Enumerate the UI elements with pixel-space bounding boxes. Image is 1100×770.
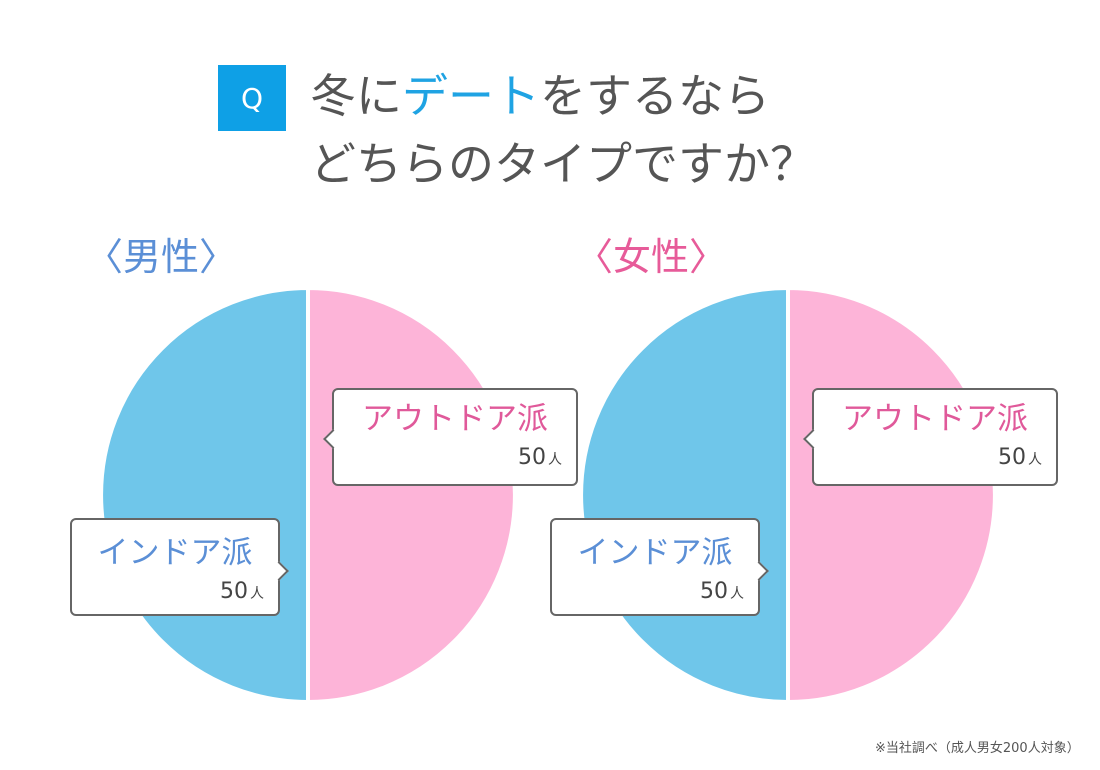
value-male-indoor-number: 50 xyxy=(220,579,248,604)
chart-title-male: 〈男性〉 xyxy=(85,235,238,279)
value-female-outdoor: 50 人 xyxy=(998,444,1042,474)
value-unit: 人 xyxy=(548,452,562,468)
value-female-indoor-number: 50 xyxy=(700,579,728,604)
pie-slice-male-indoor xyxy=(99,285,310,705)
callout-male-outdoor: アウトドア派 50 人 xyxy=(323,388,578,486)
value-unit: 人 xyxy=(730,586,744,602)
value-male-indoor: 50 人 xyxy=(220,578,264,608)
pie-chart-male xyxy=(99,285,517,705)
question-title-line2: どちらのタイプですか？ xyxy=(310,137,816,191)
pie-slice-female-indoor xyxy=(579,285,790,705)
label-female-indoor: インドア派 xyxy=(577,535,733,571)
value-unit: 人 xyxy=(250,586,264,602)
footnote: ※当社調べ（成人男女200人対象） xyxy=(875,741,1080,756)
question-title-line1: 冬にデートをするなら xyxy=(310,68,770,124)
value-female-outdoor-number: 50 xyxy=(998,445,1026,470)
question-badge: Q xyxy=(218,65,286,131)
chart-title-female: 〈女性〉 xyxy=(575,235,728,279)
pie-slice-female-outdoor xyxy=(786,285,997,705)
question-title-accent: デート xyxy=(402,69,540,123)
callout-female-indoor: インドア派 50 人 xyxy=(550,518,769,616)
label-male-indoor: インドア派 xyxy=(97,535,253,571)
question-title-part-a: 冬に xyxy=(310,69,402,123)
value-female-indoor: 50 人 xyxy=(700,578,744,608)
value-male-outdoor: 50 人 xyxy=(518,444,562,474)
pie-chart-female xyxy=(579,285,997,705)
value-male-outdoor-number: 50 xyxy=(518,445,546,470)
question-title-part-b: をするなら xyxy=(540,69,770,123)
value-unit: 人 xyxy=(1028,452,1042,468)
pie-slice-male-outdoor xyxy=(306,285,517,705)
callout-male-indoor: インドア派 50 人 xyxy=(70,518,289,616)
label-male-outdoor: アウトドア派 xyxy=(362,401,548,437)
callout-female-outdoor: アウトドア派 50 人 xyxy=(803,388,1058,486)
label-female-outdoor: アウトドア派 xyxy=(842,401,1028,437)
